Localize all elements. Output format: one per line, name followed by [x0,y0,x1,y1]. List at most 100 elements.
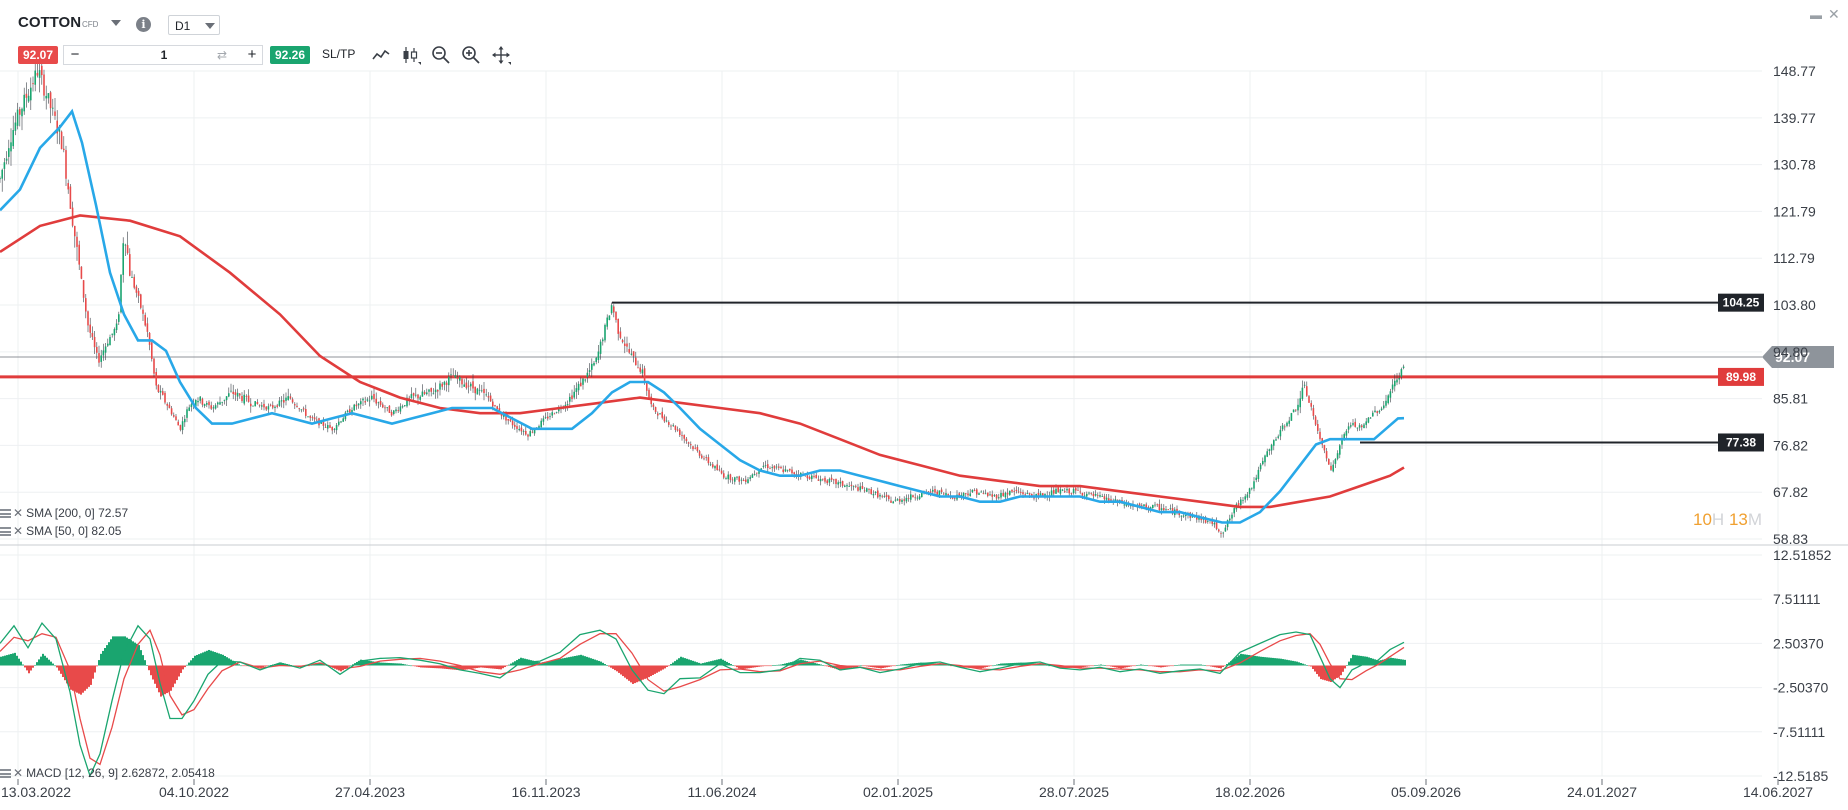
macd-histogram-bar [1146,665,1148,667]
settings-icon[interactable] [0,527,11,536]
macd-histogram-bar [796,660,798,666]
quantity-input[interactable]: 1 [160,48,168,62]
candle [267,406,270,410]
macd-histogram-bar [68,665,70,687]
macd-histogram-bar [1314,665,1316,672]
macd-histogram-bar [1196,664,1198,666]
candlestick-icon[interactable] [400,44,422,66]
macd-histogram-bar [424,665,426,668]
candle [265,406,267,410]
macd-histogram-bar [478,665,480,668]
macd-histogram-bar [484,665,486,668]
macd-histogram-bar [1254,655,1256,666]
candle [525,430,527,435]
zoom-out-icon[interactable] [430,44,452,66]
macd-histogram-bar [728,662,730,666]
macd-histogram-bar [348,665,350,667]
candle [566,404,569,405]
candle [1396,379,1398,383]
candle [91,333,94,337]
macd-histogram-bar [1404,659,1406,666]
candle [709,464,712,466]
close-icon[interactable]: ✕ [1828,6,1840,22]
quantity-decrease-button[interactable]: − [70,46,80,63]
candle [826,480,828,484]
candle [1275,439,1277,441]
candle [63,148,65,151]
macd-histogram-bar [448,665,450,670]
macd-histogram-bar [1308,665,1310,667]
sltp-button[interactable]: SL/TP [322,47,356,61]
candle [518,428,520,431]
macd-histogram-bar [266,665,268,667]
macd-histogram-bar [368,660,370,666]
candle [621,340,624,343]
macd-histogram-bar [398,663,400,666]
macd-histogram-bar [662,665,664,670]
sma200-legend[interactable]: ✕ SMA [200, 0] 72.57 [0,506,128,520]
remove-icon[interactable]: ✕ [13,524,24,538]
macd-histogram-bar [970,665,972,668]
symbol-dropdown-icon[interactable] [111,20,121,26]
macd-histogram-bar [1374,659,1376,666]
current-price-badge [1762,346,1834,369]
quantity-increase-button[interactable]: + [247,46,257,63]
macd-histogram-bar [1284,659,1286,666]
price-axis-tick: 130.78 [1773,157,1816,173]
candle [1367,417,1370,423]
candle [302,408,305,410]
sma50-legend[interactable]: ✕ SMA [50, 0] 82.05 [0,524,121,538]
macd-histogram-bar [1214,665,1216,668]
candle [410,394,413,399]
candle [727,474,729,480]
macd-histogram-bar [240,665,242,667]
macd-histogram-bar [1152,665,1154,667]
countdown-hours: 10 [1693,510,1712,529]
line-chart-icon[interactable] [370,44,392,66]
macd-histogram-bar [1292,660,1294,666]
macd-histogram-bar [162,665,164,696]
macd-histogram-bar [1220,665,1222,669]
candle [703,458,705,460]
candle [16,109,19,126]
macd-histogram-bar [734,665,736,667]
price-axis-tick: 94.80 [1773,344,1808,360]
minimize-icon[interactable]: ▬ [1810,8,1822,22]
macd-histogram-bar [1328,665,1330,682]
symbol-name[interactable]: COTTON [18,14,82,31]
swap-icon[interactable]: ⇄ [217,48,228,62]
macd-histogram-bar [996,664,998,666]
macd-histogram-bar [198,654,200,666]
macd-histogram-bar [456,665,458,670]
macd-histogram-bar [1114,665,1116,668]
macd-histogram-bar [1276,658,1278,666]
macd-histogram-bar [1264,657,1266,666]
remove-icon[interactable]: ✕ [13,506,24,520]
macd-legend[interactable]: ✕ MACD [12, 26, 9] 2.62872, 2.05418 [0,766,215,780]
candle [47,93,50,99]
buy-price-button[interactable]: 92.26 [270,46,311,64]
quantity-stepper[interactable]: − 1 ⇄ + [63,45,263,65]
sell-price-button[interactable]: 92.07 [18,46,59,64]
macd-histogram-bar [22,664,24,666]
zoom-in-icon[interactable] [460,44,482,66]
macd-histogram-bar [748,665,750,669]
candle [1389,391,1392,398]
timeframe-select[interactable]: D1 [168,15,220,35]
macd-histogram-bar [1250,655,1252,666]
candle [608,315,611,321]
candle [1061,489,1064,491]
settings-icon[interactable] [0,769,11,778]
candle [663,416,666,422]
remove-icon[interactable]: ✕ [13,766,24,780]
settings-icon[interactable] [0,509,11,518]
candle [287,396,289,400]
candle [19,109,21,115]
macd-histogram-bar [754,665,756,668]
candle [1310,403,1312,407]
macd-histogram-bar [636,665,638,683]
candle [954,497,956,499]
info-icon[interactable]: i [136,17,151,32]
move-icon[interactable] [490,44,512,66]
